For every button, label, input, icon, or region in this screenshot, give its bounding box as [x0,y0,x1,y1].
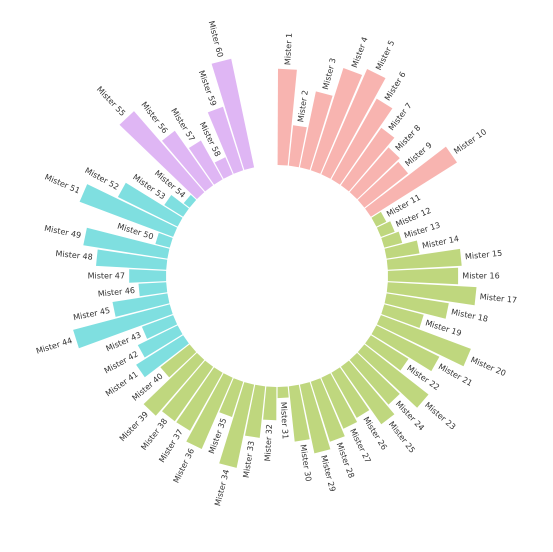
bar-8 [349,147,400,200]
bar-label-46: Mister 46 [97,286,135,299]
bar-30 [288,384,310,442]
bar-label-23: Mister 23 [423,400,457,431]
bar-35 [219,378,244,417]
bar-50 [155,232,173,248]
bar-48 [96,249,168,270]
bar-label-29: Mister 29 [319,454,337,492]
bar-label-14: Mister 14 [421,234,459,250]
bar-label-1: Mister 1 [283,33,294,66]
bar-7 [340,127,395,192]
bar-label-48: Mister 48 [55,249,93,262]
bar-label-6: Mister 6 [383,70,408,102]
bar-5 [321,69,386,179]
bar-label-59: Mister 59 [197,69,218,107]
bar-label-4: Mister 4 [350,36,370,69]
bar-label-31: Mister 31 [279,402,290,440]
bar-label-51: Mister 51 [43,172,81,195]
bar-6 [331,98,393,185]
bar-23 [357,344,429,408]
bar-34 [219,382,255,468]
bar-42 [137,325,183,358]
bar-10 [365,146,457,217]
bar-17 [386,282,477,306]
bar-46 [138,282,168,297]
bar-label-15: Mister 15 [465,249,503,262]
bar-20 [376,315,471,367]
bar-57 [188,140,223,185]
bar-44 [73,304,173,349]
bar-label-45: Mister 45 [72,306,110,322]
bar-32 [263,386,277,421]
bar-24 [349,352,400,405]
bar-58 [214,157,233,179]
bar-label-60: Mister 60 [207,20,225,58]
bar-16 [387,267,459,285]
bar-40 [160,344,197,378]
bar-33 [245,384,266,438]
bar-36 [186,373,233,449]
bar-13 [381,231,403,248]
bar-12 [376,221,395,237]
bar-43 [141,315,178,339]
bar-4 [310,68,363,174]
bar-55 [119,111,205,200]
bar-label-33: Mister 33 [242,440,257,478]
bar-11 [371,211,387,227]
bar-31 [277,386,289,399]
bar-label-44: Mister 44 [35,336,73,356]
bar-label-20: Mister 20 [469,355,507,378]
bar-label-21: Mister 21 [437,362,474,388]
bar-9 [357,161,409,208]
bar-label-3: Mister 3 [321,57,338,91]
bar-label-16: Mister 16 [462,272,499,281]
bar-37 [176,367,223,431]
bar-54 [183,194,197,208]
bar-label-25: Mister 25 [387,420,417,455]
bar-29 [299,382,331,454]
bar-label-30: Mister 30 [298,444,313,482]
bar-label-55: Mister 55 [95,85,127,118]
bar-47 [129,269,167,283]
bar-52 [117,182,183,227]
bar-22 [365,335,409,371]
bar-25 [340,360,395,425]
bar-53 [164,195,189,217]
bar-label-36: Mister 36 [172,447,197,485]
bar-label-27: Mister 27 [348,427,373,465]
bar-59 [207,106,244,174]
bar-label-34: Mister 34 [213,469,231,507]
bar-49 [83,227,170,259]
bar-label-2: Mister 2 [296,90,310,123]
bar-label-28: Mister 28 [335,441,356,479]
bar-39 [143,352,205,416]
bar-label-18: Mister 18 [450,307,488,323]
bar-18 [384,293,449,319]
bar-27 [321,373,358,429]
bar-label-32: Mister 32 [263,424,274,462]
bar-15 [386,248,462,270]
bar-38 [162,360,214,422]
bar-41 [136,335,189,378]
bar-label-17: Mister 17 [479,292,517,305]
bar-label-7: Mister 7 [387,101,414,132]
bar-14 [384,240,420,259]
bar-label-5: Mister 5 [374,39,396,72]
bar-3 [299,91,333,170]
bar-label-10: Mister 10 [452,127,488,156]
bar-label-49: Mister 49 [43,224,81,240]
bar-21 [371,325,440,372]
bar-2 [288,125,307,168]
bar-26 [331,367,370,418]
bar-45 [112,293,170,317]
bar-51 [79,184,178,237]
bar-label-37: Mister 37 [157,428,184,464]
bar-28 [310,378,345,442]
bar-60 [211,58,255,170]
bar-19 [381,304,424,328]
bar-label-47: Mister 47 [88,272,125,281]
bar-1 [277,68,297,166]
bar-56 [162,130,214,192]
bars-layer [73,58,477,468]
